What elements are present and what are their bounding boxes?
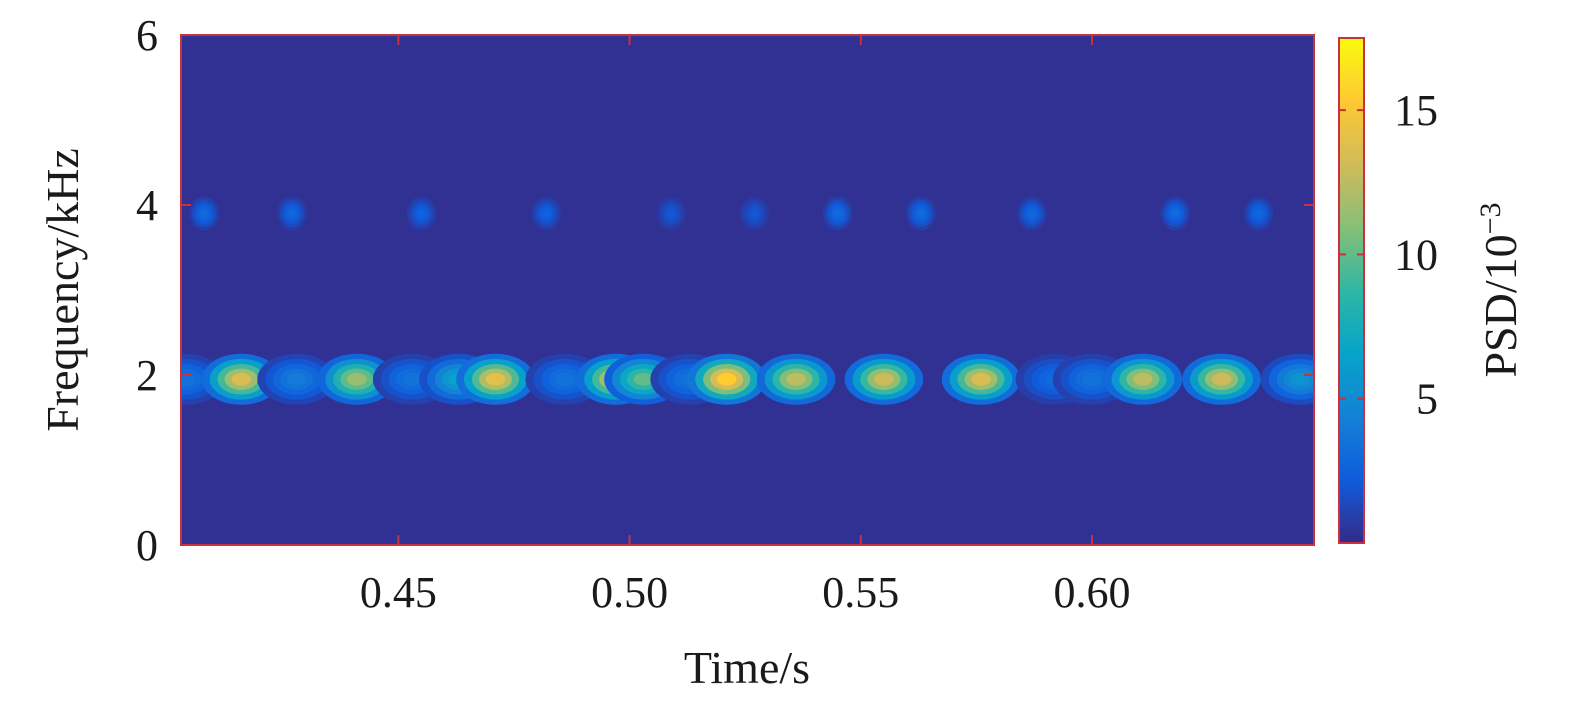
psd-blob-2khz	[971, 372, 991, 386]
plot-frame	[180, 34, 1315, 546]
psd-blob-2khz	[874, 372, 894, 386]
psd-blob-4khz	[667, 209, 675, 218]
spectrogram-heatmap	[181, 35, 1314, 545]
psd-blob-4khz	[288, 209, 296, 218]
colorbar-label: PSD/10−3	[1474, 202, 1526, 377]
x-axis-ticks: 0.45 0.50 0.55 0.60	[360, 35, 1131, 617]
x-tick-label: 0.45	[360, 568, 437, 617]
y-tick-label: 6	[136, 11, 158, 60]
psd-blob-2khz	[716, 372, 737, 386]
psd-blob-2khz	[1211, 372, 1232, 386]
psd-blob-4khz	[833, 209, 842, 218]
colorbar: 5 10 15 PSD/10−3	[1338, 37, 1526, 544]
psd-blob-2khz	[555, 372, 575, 386]
y-tick-label: 4	[136, 181, 158, 230]
x-tick-label: 0.55	[822, 568, 899, 617]
colorbar-tick-label: 5	[1416, 375, 1438, 424]
colorbar-label-exponent: −3	[1474, 202, 1507, 234]
psd-blob-4khz	[417, 209, 426, 218]
x-axis-title: Time/s	[684, 642, 810, 693]
y-tick-label: 0	[136, 521, 158, 570]
psd-blob-4khz	[200, 209, 208, 218]
psd-blob-2khz	[181, 372, 196, 386]
psd-blob-4khz	[1254, 209, 1263, 218]
psd-blob-4khz	[542, 209, 551, 218]
colorbar-ticks: 5 10 15	[1339, 86, 1438, 424]
psd-blob-2khz	[1082, 372, 1102, 386]
psd-blob-2khz	[633, 372, 654, 386]
colorbar-gradient	[1338, 37, 1365, 544]
psd-blob-2khz	[346, 372, 367, 386]
heatmap-background	[181, 35, 1314, 545]
psd-blob-4khz	[917, 209, 925, 218]
psd-blob-2khz	[786, 372, 806, 386]
y-tick-label: 2	[136, 351, 158, 400]
colorbar-tick-label: 10	[1394, 230, 1438, 279]
x-tick-label: 0.60	[1054, 568, 1131, 617]
colorbar-tick-label: 15	[1394, 86, 1438, 135]
psd-blob-4khz	[1171, 209, 1179, 218]
psd-blob-2khz	[402, 372, 423, 386]
psd-blob-2khz	[286, 372, 307, 386]
psd-blob-2khz	[485, 372, 506, 386]
psd-blob-2khz	[1290, 372, 1310, 386]
y-axis-title: Frequency/kHz	[37, 148, 88, 432]
psd-blob-2khz	[231, 372, 251, 386]
y-axis-ticks: 0 2 4 6	[136, 11, 1314, 570]
psd-blob-4khz	[750, 209, 759, 218]
psd-blob-2khz	[1133, 372, 1153, 386]
x-tick-label: 0.50	[591, 568, 668, 617]
psd-blob-4khz	[1028, 209, 1036, 218]
